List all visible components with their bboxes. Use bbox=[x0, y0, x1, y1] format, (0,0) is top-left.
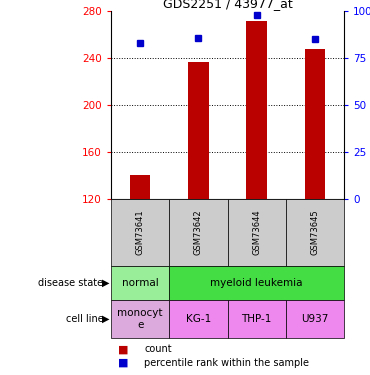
Bar bbox=[169, 199, 228, 266]
Title: GDS2251 / 43977_at: GDS2251 / 43977_at bbox=[163, 0, 292, 10]
Text: count: count bbox=[144, 344, 172, 354]
Bar bbox=[111, 199, 169, 266]
Text: percentile rank within the sample: percentile rank within the sample bbox=[144, 358, 309, 368]
Text: myeloid leukemia: myeloid leukemia bbox=[211, 278, 303, 288]
Text: normal: normal bbox=[122, 278, 158, 288]
Text: ▶: ▶ bbox=[102, 314, 109, 324]
Text: disease state: disease state bbox=[38, 278, 104, 288]
Bar bbox=[111, 300, 169, 338]
Text: ■: ■ bbox=[118, 358, 129, 368]
Text: monocyt
e: monocyt e bbox=[117, 308, 163, 330]
Text: cell line: cell line bbox=[66, 314, 104, 324]
Bar bbox=[286, 199, 344, 266]
Bar bbox=[169, 300, 228, 338]
Bar bbox=[188, 62, 209, 199]
Text: KG-1: KG-1 bbox=[186, 314, 211, 324]
Text: ■: ■ bbox=[118, 344, 129, 354]
Text: GSM73645: GSM73645 bbox=[310, 210, 319, 255]
Bar bbox=[286, 300, 344, 338]
Bar bbox=[246, 21, 267, 199]
Bar bbox=[228, 199, 286, 266]
Text: GSM73644: GSM73644 bbox=[252, 210, 261, 255]
Text: THP-1: THP-1 bbox=[242, 314, 272, 324]
Bar bbox=[305, 49, 325, 199]
Text: U937: U937 bbox=[301, 314, 329, 324]
Text: GSM73642: GSM73642 bbox=[194, 210, 203, 255]
Bar bbox=[228, 300, 286, 338]
Bar bbox=[111, 266, 169, 300]
Text: ▶: ▶ bbox=[102, 278, 109, 288]
Bar bbox=[169, 266, 344, 300]
Bar bbox=[130, 176, 150, 199]
Text: GSM73641: GSM73641 bbox=[136, 210, 145, 255]
